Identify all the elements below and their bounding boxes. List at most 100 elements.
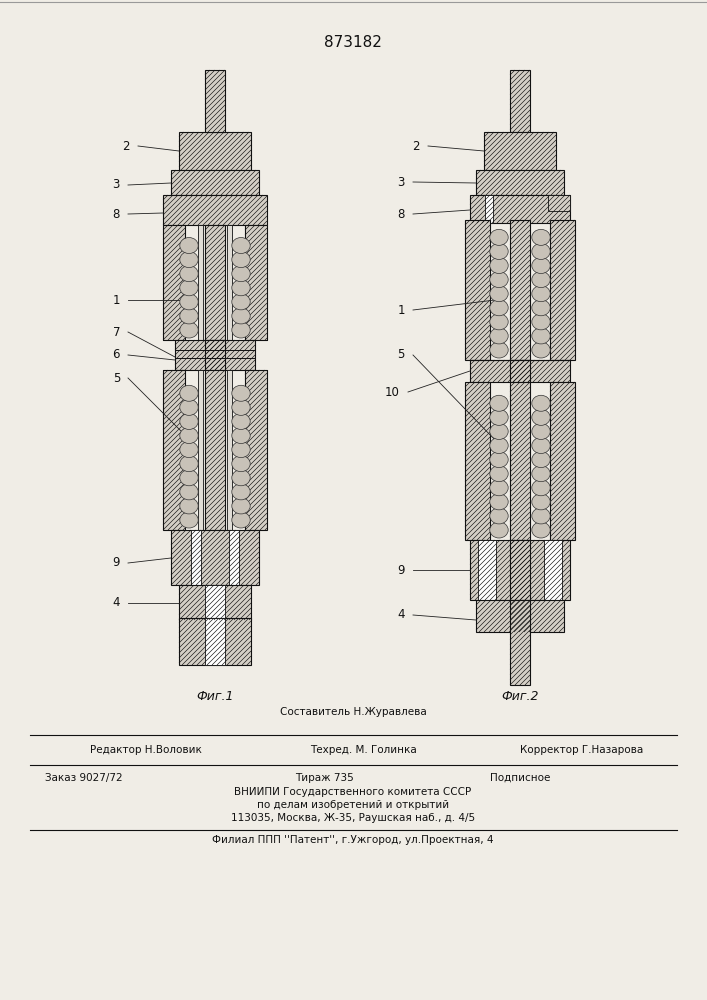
Ellipse shape bbox=[180, 498, 198, 514]
Ellipse shape bbox=[490, 258, 508, 274]
Ellipse shape bbox=[532, 272, 550, 288]
Text: Техред. М. Голинка: Техред. М. Голинка bbox=[310, 745, 416, 755]
Bar bbox=[465, 382, 490, 540]
Bar bbox=[510, 600, 530, 685]
Ellipse shape bbox=[490, 409, 508, 425]
Ellipse shape bbox=[180, 322, 198, 338]
Ellipse shape bbox=[532, 480, 550, 496]
Bar bbox=[227, 225, 232, 340]
Ellipse shape bbox=[180, 456, 198, 472]
Ellipse shape bbox=[490, 423, 508, 439]
Ellipse shape bbox=[532, 522, 550, 538]
Ellipse shape bbox=[232, 238, 250, 254]
Ellipse shape bbox=[532, 300, 550, 316]
Ellipse shape bbox=[180, 308, 198, 324]
Bar bbox=[484, 132, 556, 170]
Ellipse shape bbox=[490, 314, 508, 330]
Ellipse shape bbox=[232, 484, 250, 500]
Ellipse shape bbox=[180, 266, 198, 282]
Text: Фиг.2: Фиг.2 bbox=[501, 690, 539, 703]
Bar bbox=[470, 540, 570, 600]
Text: 4: 4 bbox=[112, 596, 120, 609]
Ellipse shape bbox=[490, 452, 508, 468]
Ellipse shape bbox=[490, 522, 508, 538]
Ellipse shape bbox=[532, 243, 550, 259]
Ellipse shape bbox=[490, 229, 508, 245]
Ellipse shape bbox=[490, 342, 508, 358]
Text: Корректор Г.Назарова: Корректор Г.Назарова bbox=[520, 745, 643, 755]
Bar bbox=[205, 370, 225, 530]
Bar bbox=[510, 382, 530, 540]
Ellipse shape bbox=[232, 322, 250, 338]
Ellipse shape bbox=[490, 508, 508, 524]
Ellipse shape bbox=[490, 438, 508, 454]
Bar bbox=[544, 540, 562, 600]
Ellipse shape bbox=[532, 328, 550, 344]
Ellipse shape bbox=[490, 243, 508, 259]
Ellipse shape bbox=[532, 395, 550, 411]
Ellipse shape bbox=[532, 286, 550, 302]
Ellipse shape bbox=[532, 229, 550, 245]
Bar bbox=[179, 585, 251, 620]
Text: 8: 8 bbox=[397, 208, 405, 221]
Ellipse shape bbox=[532, 314, 550, 330]
Ellipse shape bbox=[490, 494, 508, 510]
Ellipse shape bbox=[180, 470, 198, 486]
Bar bbox=[465, 220, 490, 360]
Bar bbox=[510, 220, 530, 360]
Bar bbox=[476, 170, 564, 195]
Ellipse shape bbox=[490, 328, 508, 344]
Bar bbox=[205, 70, 225, 132]
Bar bbox=[470, 360, 570, 382]
Ellipse shape bbox=[180, 252, 198, 268]
Ellipse shape bbox=[532, 508, 550, 524]
Ellipse shape bbox=[232, 428, 250, 444]
Text: Тираж 735: Тираж 735 bbox=[295, 773, 354, 783]
Text: 2: 2 bbox=[122, 139, 130, 152]
Bar bbox=[245, 225, 267, 340]
Bar bbox=[205, 618, 225, 665]
Bar bbox=[198, 370, 203, 530]
Ellipse shape bbox=[180, 413, 198, 429]
Bar bbox=[510, 540, 530, 600]
Ellipse shape bbox=[180, 484, 198, 500]
Bar bbox=[485, 195, 493, 223]
Text: 1: 1 bbox=[397, 304, 405, 316]
Ellipse shape bbox=[232, 413, 250, 429]
Ellipse shape bbox=[232, 308, 250, 324]
Ellipse shape bbox=[180, 294, 198, 310]
Ellipse shape bbox=[532, 423, 550, 439]
Bar bbox=[548, 195, 570, 211]
Ellipse shape bbox=[490, 286, 508, 302]
Bar bbox=[198, 225, 203, 340]
Bar bbox=[163, 225, 185, 340]
Text: Фиг.1: Фиг.1 bbox=[197, 690, 234, 703]
Bar bbox=[510, 70, 530, 132]
Text: 9: 9 bbox=[112, 556, 120, 570]
Ellipse shape bbox=[180, 442, 198, 458]
Bar bbox=[163, 195, 267, 225]
Ellipse shape bbox=[180, 385, 198, 401]
Text: Редактор Н.Воловик: Редактор Н.Воловик bbox=[90, 745, 202, 755]
Bar bbox=[175, 340, 255, 370]
Ellipse shape bbox=[532, 452, 550, 468]
Ellipse shape bbox=[232, 252, 250, 268]
Text: Заказ 9027/72: Заказ 9027/72 bbox=[45, 773, 122, 783]
Ellipse shape bbox=[532, 438, 550, 454]
Text: по делам изобретений и открытий: по делам изобретений и открытий bbox=[257, 800, 449, 810]
Bar bbox=[179, 618, 251, 665]
Bar bbox=[476, 600, 564, 632]
Ellipse shape bbox=[490, 300, 508, 316]
Bar bbox=[229, 530, 239, 585]
Text: Составитель Н.Журавлева: Составитель Н.Журавлева bbox=[280, 707, 426, 717]
Ellipse shape bbox=[232, 512, 250, 528]
Bar bbox=[205, 585, 225, 620]
Bar bbox=[205, 225, 225, 340]
Ellipse shape bbox=[180, 280, 198, 296]
Ellipse shape bbox=[532, 466, 550, 482]
Text: 4: 4 bbox=[397, 608, 405, 621]
Ellipse shape bbox=[490, 480, 508, 496]
Text: 7: 7 bbox=[112, 326, 120, 338]
Bar bbox=[245, 370, 267, 530]
Ellipse shape bbox=[232, 280, 250, 296]
